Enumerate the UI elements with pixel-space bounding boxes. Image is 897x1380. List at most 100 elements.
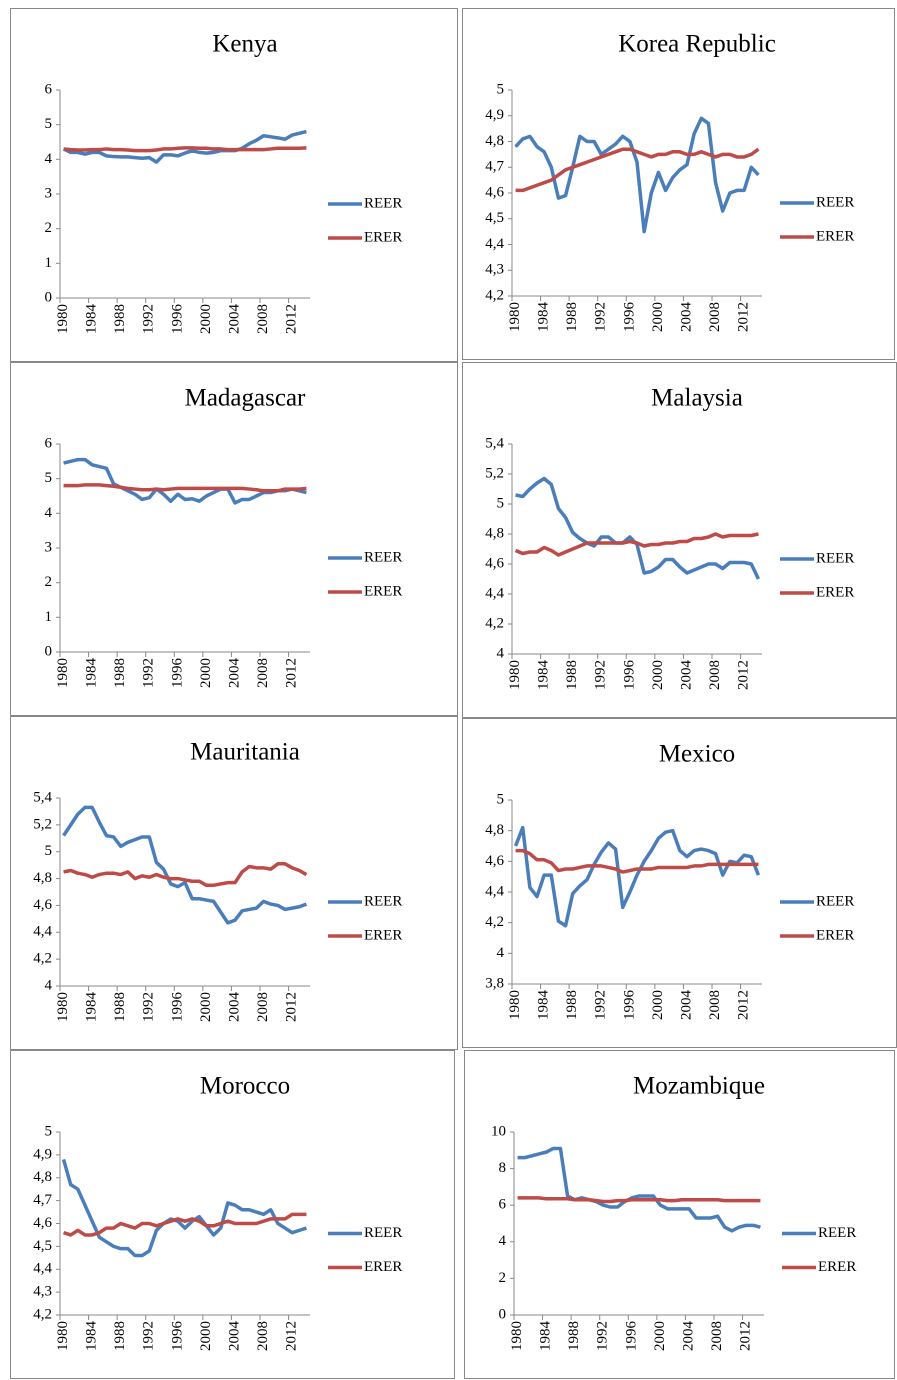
series-line [62, 805, 308, 925]
series-line [515, 147, 760, 193]
y-tick-label: 5,4 [33, 789, 52, 805]
y-tick-label: 8 [499, 1160, 507, 1176]
x-tick-label: 2000 [198, 992, 214, 1022]
y-tick-label: 4,8 [485, 133, 504, 149]
series-line [517, 1196, 761, 1204]
x-tick-label: 1996 [621, 990, 637, 1021]
x-tick-label: 1996 [169, 1321, 185, 1352]
y-tick-label: 4,8 [33, 1169, 52, 1185]
y-tick-label: 5 [45, 1123, 53, 1139]
x-tick-label: 1984 [536, 302, 552, 333]
x-tick-label: 2004 [226, 1321, 242, 1352]
x-tick-label: 1984 [84, 658, 100, 689]
x-tick-label: 1980 [55, 992, 71, 1022]
chart-panel: Kenya 0 1 2 3 4 5 6 1980 1984 1988 1992 1996 2000 2004… [10, 8, 458, 362]
x-tick-label: 2000 [198, 1321, 214, 1351]
x-tick-label: 1980 [55, 658, 71, 688]
legend-label: ERER [816, 584, 854, 600]
x-tick-label: 1996 [169, 658, 185, 689]
x-tick-label: 2008 [255, 304, 271, 334]
x-tick-label: 2000 [198, 658, 214, 688]
chart-panel: Madagascar 0 1 2 3 4 5 6 1980 1984 1988 1992 1996 200… [10, 362, 458, 716]
x-tick-label: 1988 [112, 304, 128, 334]
panel-border [462, 8, 895, 360]
x-tick-label: 1992 [141, 992, 157, 1022]
y-tick-label: 0 [499, 1306, 507, 1322]
x-tick-label: 2000 [650, 302, 666, 332]
y-tick-label: 5 [497, 791, 505, 807]
x-tick-label: 1980 [507, 302, 523, 332]
x-tick-label: 1992 [593, 990, 609, 1020]
x-tick-label: 1996 [623, 1321, 639, 1352]
chart-title: Mexico [659, 741, 735, 768]
legend-label: ERER [816, 228, 854, 244]
y-tick-label: 4,4 [485, 236, 504, 252]
x-tick-label: 2012 [738, 1321, 754, 1351]
x-tick-label: 1984 [538, 1321, 554, 1352]
y-tick-label: 4 [497, 945, 505, 961]
y-tick-label: 5,4 [485, 435, 504, 451]
legend-label: ERER [364, 583, 402, 599]
legend-label: ERER [364, 927, 402, 943]
x-tick-label: 1980 [507, 990, 523, 1020]
legend-label: REER [816, 893, 854, 909]
x-tick-label: 2000 [650, 660, 666, 690]
x-tick-label: 1988 [112, 1321, 128, 1351]
y-tick-label: 4 [45, 505, 53, 521]
series-line [513, 825, 761, 928]
panel-border [10, 8, 458, 362]
x-tick-label: 1996 [169, 992, 185, 1023]
x-tick-label: 1992 [593, 302, 609, 332]
series-line [515, 848, 759, 874]
series-line [63, 457, 307, 505]
x-tick-label: 2000 [652, 1321, 668, 1351]
chart-panel: Korea Republic 4,2 4,3 4,4 4,5 4,6 4,7 4,8 4,9 5 1… [462, 8, 895, 360]
y-tick-label: 0 [45, 289, 53, 305]
series-line [517, 1146, 761, 1233]
legend-label: ERER [818, 1259, 856, 1275]
series-line [514, 116, 760, 234]
y-tick-label: 5 [45, 116, 53, 132]
series-line [514, 532, 759, 557]
x-tick-label: 1980 [509, 1321, 525, 1351]
y-tick-label: 6 [45, 81, 53, 97]
x-tick-label: 2008 [709, 1321, 725, 1351]
x-tick-label: 1996 [621, 302, 637, 333]
x-tick-label: 1992 [595, 1321, 611, 1351]
x-tick-label: 2004 [678, 302, 694, 333]
x-tick-label: 1980 [55, 304, 71, 334]
chart-title: Mozambique [633, 1073, 765, 1100]
chart-title: Madagascar [185, 385, 306, 412]
x-tick-label: 2008 [707, 660, 723, 690]
legend-label: ERER [364, 229, 402, 245]
chart-title: Kenya [212, 31, 277, 58]
y-tick-label: 10 [491, 1123, 506, 1139]
y-tick-label: 5 [497, 81, 505, 97]
y-tick-label: 4,4 [33, 1261, 52, 1277]
x-tick-label: 1996 [169, 304, 185, 335]
y-tick-label: 4 [497, 645, 505, 661]
x-tick-label: 1988 [566, 1321, 582, 1351]
x-tick-label: 1996 [621, 660, 637, 691]
x-tick-label: 1984 [84, 1321, 100, 1352]
series-line [63, 862, 308, 888]
x-tick-label: 2004 [226, 992, 242, 1023]
y-tick-label: 1 [45, 255, 53, 271]
y-tick-label: 4 [45, 977, 53, 993]
y-tick-label: 5,2 [485, 465, 504, 481]
x-tick-label: 2012 [284, 992, 300, 1022]
y-tick-label: 4,9 [33, 1146, 52, 1162]
chart-title: Korea Republic [618, 31, 776, 58]
x-tick-label: 2012 [284, 304, 300, 334]
x-tick-label: 1988 [564, 302, 580, 332]
x-tick-label: 2012 [284, 658, 300, 688]
x-tick-label: 2004 [226, 658, 242, 689]
legend-label: REER [818, 1225, 856, 1241]
y-tick-label: 4 [499, 1233, 507, 1249]
x-tick-label: 2012 [736, 660, 752, 690]
chart-panel: Malaysia 4 4,2 4,4 4,6 4,8 5 5,2 5,4 1980 1984 1988… [462, 362, 897, 718]
y-tick-label: 4,6 [33, 897, 52, 913]
panel-border [10, 362, 458, 716]
legend-label: REER [364, 893, 402, 909]
y-tick-label: 5 [45, 843, 53, 859]
